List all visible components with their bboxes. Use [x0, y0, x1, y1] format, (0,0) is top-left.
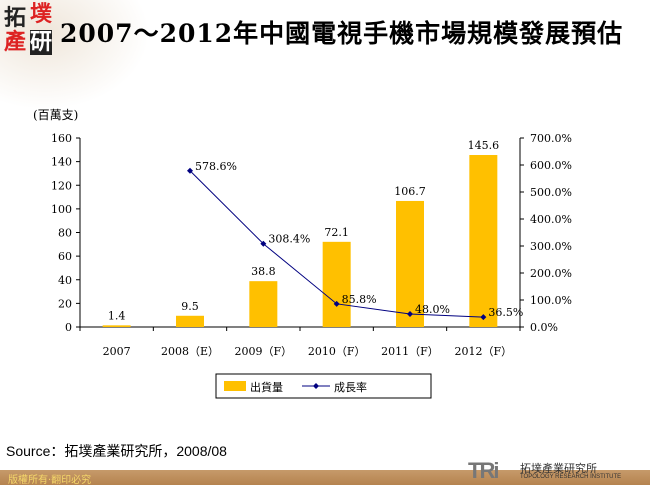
copyright: 版權所有‧翻印必究 — [8, 475, 92, 486]
growth-marker — [333, 300, 340, 307]
bar-data-label: 9.5 — [181, 300, 199, 313]
bar — [396, 200, 424, 327]
growth-marker — [407, 311, 413, 318]
y-tick-label: 160 — [51, 132, 72, 145]
y2-tick-label: 300.0% — [530, 240, 572, 253]
bar — [249, 281, 278, 327]
y2-tick-label: 500.0% — [530, 186, 572, 199]
y2-tick-label: 0.0% — [530, 321, 558, 334]
background-map — [0, 0, 150, 110]
bar-data-label: 1.4 — [108, 309, 126, 322]
y-tick-label: 0 — [65, 321, 72, 334]
y2-tick-label: 100.0% — [530, 294, 572, 307]
logo: 拓墣 產研 — [4, 1, 53, 55]
y2-tick-label: 400.0% — [530, 213, 572, 226]
bar-data-label: 72.1 — [324, 226, 349, 239]
bar-data-label: 106.7 — [394, 185, 426, 198]
growth-data-label: 48.0% — [415, 303, 450, 316]
tri-logo: TRi 拓墣產業研究所 TOPOLOGY RESEARCH INSTITUTE — [468, 458, 622, 483]
growth-marker — [187, 167, 193, 174]
y-tick-label: 120 — [51, 179, 72, 192]
growth-data-label: 308.4% — [268, 233, 310, 246]
x-tick-label: 2009（F） — [235, 345, 293, 358]
growth-marker — [260, 240, 267, 247]
source-note: Source：拓墣產業研究所，2008/08 — [6, 443, 227, 459]
bar — [102, 325, 131, 327]
legend-label-shipments: 出貨量 — [250, 380, 283, 394]
x-tick-label: 2010（F） — [308, 345, 366, 358]
x-tick-label: 2012（F） — [455, 345, 513, 358]
y-axis-unit: (百萬支) — [33, 108, 79, 122]
legend-label-growth: 成長率 — [334, 380, 367, 394]
x-tick-label: 2008（E） — [161, 345, 219, 358]
bar — [322, 241, 351, 327]
y-tick-label: 100 — [51, 203, 72, 216]
legend-marker — [313, 383, 319, 389]
bar — [176, 315, 204, 327]
bar-data-label: 145.6 — [468, 139, 500, 152]
y-tick-label: 60 — [58, 250, 72, 263]
growth-data-label: 578.6% — [195, 160, 237, 173]
y-tick-label: 80 — [58, 227, 72, 240]
y-tick-label: 20 — [58, 297, 72, 310]
y-tick-label: 40 — [58, 274, 72, 287]
page-title: 2007～2012年中國電視手機市場規模發展預估 — [60, 19, 624, 48]
bar — [469, 155, 498, 327]
y2-tick-label: 700.0% — [530, 132, 572, 145]
y2-tick-label: 200.0% — [530, 267, 572, 280]
x-tick-label: 2011（F） — [381, 345, 439, 358]
bar-data-label: 38.8 — [251, 265, 276, 278]
x-tick-label: 2007 — [103, 345, 131, 358]
legend-bar-swatch — [224, 381, 246, 391]
y-tick-label: 140 — [51, 156, 72, 169]
growth-data-label: 36.5% — [488, 306, 523, 319]
growth-marker — [480, 314, 487, 321]
footer-bar — [0, 470, 650, 485]
growth-data-label: 85.8% — [342, 293, 377, 306]
y2-tick-label: 600.0% — [530, 159, 572, 172]
